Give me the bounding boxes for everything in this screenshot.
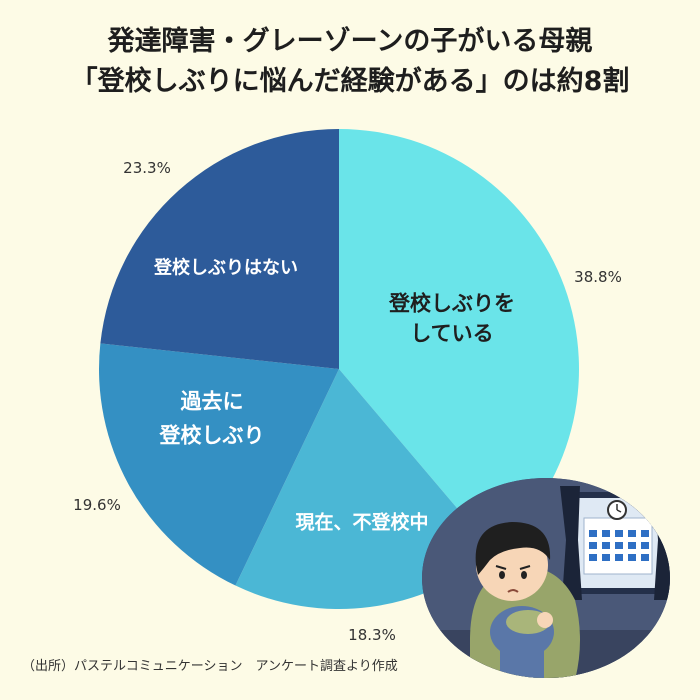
child-figure: [470, 522, 580, 678]
pie-slices: [98, 129, 579, 609]
pie-value-label-2: 18.3%: [348, 626, 396, 644]
pie-slice-3: [98, 343, 339, 586]
pie-slice-label-4: 登校しぶりはない: [153, 256, 298, 278]
source-note: （出所）パステルコミュニケーション アンケート調査より作成: [22, 659, 398, 674]
pie-slice-label-3: 過去に登校しぶり: [159, 389, 265, 447]
clock-icon: [607, 500, 627, 520]
pie-slice-4: [100, 129, 339, 369]
pie-slice-label-1: 登校しぶりをしている: [388, 291, 515, 345]
pie-value-label-1: 38.8%: [574, 268, 622, 286]
title-line-1: 発達障害・グレーゾーンの子がいる母親: [107, 26, 593, 57]
pie-value-label-3: 19.6%: [73, 496, 121, 514]
sad-child-illustration: [422, 478, 670, 678]
pie-labels: 登校しぶりをしている 38.8% 現在、不登校中 18.3% 過去に登校しぶり 19.6%…: [73, 159, 622, 644]
pie-value-label-4: 23.3%: [123, 159, 171, 177]
chart-title: 発達障害・グレーゾーンの子がいる母親 「登校しぶりに悩んだ経験がある」のは約8割: [0, 22, 700, 102]
pie-slice-label-2: 現在、不登校中: [295, 511, 428, 534]
calendar-icon: [583, 517, 653, 575]
title-line-2: 「登校しぶりに悩んだ経験がある」のは約8割: [70, 66, 630, 97]
pie-slice-1: [339, 129, 579, 552]
